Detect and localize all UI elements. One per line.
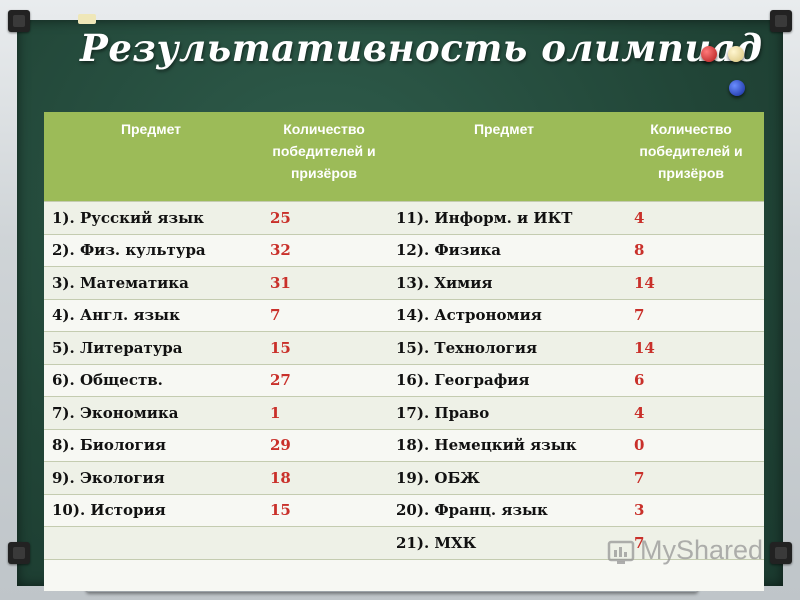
subject-cell: 9). Экология	[44, 461, 258, 494]
count-cell: 6	[618, 363, 764, 397]
count-cell: 27	[258, 363, 390, 397]
table-row: 10). История 15 20). Франц. язык 3	[44, 493, 764, 527]
header-subject-left: Предмет	[44, 112, 258, 202]
table-row: 3). Математика 31 13). Химия 14	[44, 266, 764, 299]
count-cell: 4	[618, 396, 764, 429]
table-row	[44, 558, 764, 591]
corner-clip	[8, 10, 30, 32]
count-cell: 14	[618, 266, 764, 299]
table-row: 6). Обществ. 27 16). География 6	[44, 363, 764, 397]
subject-cell: 17). Право	[390, 396, 618, 429]
table-row: 8). Биология 29 18). Немецкий язык 0	[44, 428, 764, 462]
corner-clip	[770, 542, 792, 564]
subject-cell: 16). География	[390, 363, 618, 397]
subject-cell: 13). Химия	[390, 266, 618, 299]
subject-cell: 19). ОБЖ	[390, 461, 618, 494]
table-row: 2). Физ. культура 32 12). Физика 8	[44, 233, 764, 267]
header-subject-right: Предмет	[390, 112, 618, 202]
count-cell: 15	[258, 493, 390, 527]
count-cell: 1	[258, 396, 390, 429]
subject-cell: 2). Физ. культура	[44, 233, 258, 267]
table-row: 9). Экология 18 19). ОБЖ 7	[44, 461, 764, 494]
table-row: 7). Экономика 1 17). Право 4	[44, 396, 764, 429]
header-count-left: Количество победителей и призёров	[258, 112, 390, 202]
corner-clip	[770, 10, 792, 32]
count-cell	[258, 558, 390, 591]
subject-cell: 14). Астрономия	[390, 298, 618, 332]
count-cell: 32	[258, 233, 390, 267]
subject-cell	[44, 526, 258, 559]
frame-sticker	[78, 14, 96, 24]
count-cell: 8	[618, 233, 764, 267]
count-cell: 7	[618, 298, 764, 332]
table-header-row: Предмет Количество победителей и призёро…	[44, 112, 764, 202]
count-cell: 14	[618, 331, 764, 364]
table-row: 1). Русский язык 25 11). Информ. и ИКТ 4	[44, 201, 764, 234]
count-cell: 4	[618, 201, 764, 234]
yellow-magnet-icon	[728, 46, 744, 62]
myshared-logo-icon	[607, 540, 635, 564]
table-row: 21). МХК 7	[44, 526, 764, 559]
subject-cell: 6). Обществ.	[44, 363, 258, 397]
subject-cell: 3). Математика	[44, 266, 258, 299]
subject-cell: 5). Литература	[44, 331, 258, 364]
subject-cell: 1). Русский язык	[44, 201, 258, 234]
count-cell	[618, 558, 764, 591]
slide-title: Результативность олимпиад	[80, 26, 763, 70]
count-cell: 31	[258, 266, 390, 299]
header-count-right: Количество победителей и призёров	[618, 112, 764, 202]
blue-magnet-icon	[729, 80, 745, 96]
subject-cell: 21). МХК	[390, 526, 618, 559]
subject-cell: 20). Франц. язык	[390, 493, 618, 527]
table-row: 5). Литература 15 15). Технология 14	[44, 331, 764, 364]
subject-cell	[390, 558, 618, 591]
watermark-text: MyShared	[640, 535, 764, 565]
count-cell: 3	[618, 493, 764, 527]
red-magnet-icon	[701, 46, 717, 62]
subject-cell: 10). История	[44, 493, 258, 527]
subject-cell: 12). Физика	[390, 233, 618, 267]
table-row: 4). Англ. язык 7 14). Астрономия 7	[44, 298, 764, 332]
count-cell: 15	[258, 331, 390, 364]
corner-clip	[8, 542, 30, 564]
count-cell: 0	[618, 428, 764, 462]
subject-cell: 4). Англ. язык	[44, 298, 258, 332]
count-cell: 7	[258, 298, 390, 332]
subject-cell: 7). Экономика	[44, 396, 258, 429]
subject-cell: 18). Немецкий язык	[390, 428, 618, 462]
subject-cell	[44, 558, 258, 591]
count-cell: 7	[618, 526, 764, 559]
subject-cell: 11). Информ. и ИКТ	[390, 201, 618, 234]
subject-cell: 8). Биология	[44, 428, 258, 462]
subject-cell: 15). Технология	[390, 331, 618, 364]
count-cell: 7	[618, 461, 764, 494]
count-cell: 25	[258, 201, 390, 234]
count-cell: 18	[258, 461, 390, 494]
count-cell	[258, 526, 390, 559]
count-cell: 29	[258, 428, 390, 462]
olympiad-results-table: Предмет Количество победителей и призёро…	[44, 112, 764, 591]
